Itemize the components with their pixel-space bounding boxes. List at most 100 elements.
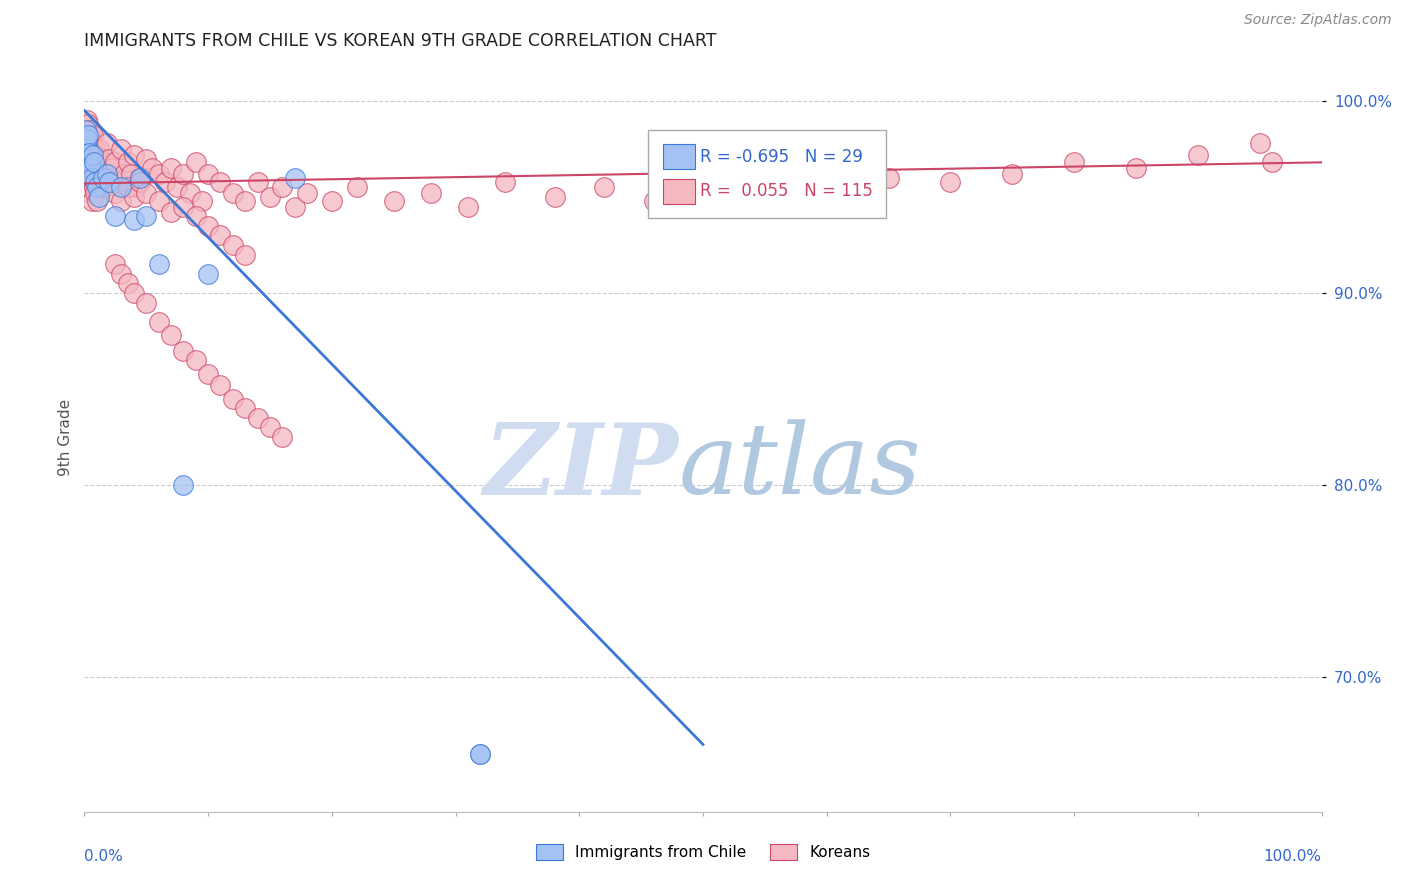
Point <box>191 194 214 208</box>
Point <box>1249 136 1271 150</box>
Point <box>77 175 100 189</box>
Point <box>84 142 107 156</box>
Point <box>76 132 98 146</box>
Point <box>1063 155 1085 169</box>
Point <box>125 180 148 194</box>
Point <box>122 147 145 161</box>
Point <box>79 161 101 175</box>
Point <box>75 122 97 136</box>
Text: Source: ZipAtlas.com: Source: ZipAtlas.com <box>1244 13 1392 28</box>
Point <box>179 186 201 200</box>
Point <box>419 186 441 200</box>
Point <box>79 142 101 156</box>
Point <box>82 147 104 161</box>
Point <box>197 219 219 233</box>
Point <box>246 410 269 425</box>
Point <box>82 128 104 143</box>
Point <box>166 180 188 194</box>
Point <box>110 142 132 156</box>
Point <box>76 132 98 146</box>
Point <box>246 175 269 189</box>
Point <box>98 152 121 166</box>
Point <box>209 228 232 243</box>
Point <box>543 190 565 204</box>
Point <box>233 194 256 208</box>
Point <box>117 155 139 169</box>
Point <box>110 194 132 208</box>
Point <box>117 180 139 194</box>
Point <box>129 170 152 185</box>
Point <box>76 113 98 128</box>
Legend: Immigrants from Chile, Koreans: Immigrants from Chile, Koreans <box>536 845 870 860</box>
Text: 100.0%: 100.0% <box>1264 849 1322 864</box>
Point <box>209 378 232 392</box>
Point <box>148 194 170 208</box>
Point <box>79 128 101 143</box>
Point <box>172 200 194 214</box>
Point <box>284 170 307 185</box>
Point <box>96 167 118 181</box>
Point <box>135 295 157 310</box>
Point <box>80 194 103 208</box>
Point <box>83 155 105 169</box>
Point <box>79 180 101 194</box>
Point <box>82 147 104 161</box>
Text: atlas: atlas <box>678 419 921 515</box>
Point <box>87 155 110 169</box>
Point <box>172 343 194 358</box>
Point <box>259 190 281 204</box>
Point <box>120 167 142 181</box>
Point <box>97 167 120 181</box>
Point <box>284 200 307 214</box>
Point <box>939 175 962 189</box>
Point <box>84 175 107 189</box>
Text: R = -0.695   N = 29: R = -0.695 N = 29 <box>700 148 863 166</box>
Point <box>877 170 900 185</box>
Point <box>89 190 111 204</box>
Point <box>141 161 163 175</box>
Point <box>197 267 219 281</box>
Point <box>129 170 152 185</box>
Point <box>153 175 176 189</box>
Point <box>222 238 245 252</box>
Point <box>76 142 98 156</box>
Point <box>86 161 108 175</box>
Point <box>233 401 256 416</box>
Text: R =  0.055   N = 115: R = 0.055 N = 115 <box>700 182 873 201</box>
Point <box>271 430 294 444</box>
Point <box>79 122 101 136</box>
Point <box>108 175 131 189</box>
Point <box>222 392 245 406</box>
Point <box>160 205 183 219</box>
Point <box>1187 147 1209 161</box>
Point <box>593 180 616 194</box>
Point <box>470 747 492 761</box>
Point <box>692 186 714 200</box>
Point <box>77 128 100 143</box>
Point <box>104 155 127 169</box>
Y-axis label: 9th Grade: 9th Grade <box>58 399 73 475</box>
Point <box>86 194 108 208</box>
Point <box>122 285 145 300</box>
Point <box>93 152 115 166</box>
Point <box>83 180 105 194</box>
Point <box>135 209 157 223</box>
Point <box>110 267 132 281</box>
Point <box>79 186 101 200</box>
Point <box>295 186 318 200</box>
Point <box>209 175 232 189</box>
Point <box>77 152 100 166</box>
Point <box>100 161 122 175</box>
Point <box>148 257 170 271</box>
Point <box>160 328 183 343</box>
Point <box>172 478 194 492</box>
Point <box>197 167 219 181</box>
Point <box>1261 155 1284 169</box>
Point <box>1001 167 1024 181</box>
Point <box>346 180 368 194</box>
Point <box>110 180 132 194</box>
Point <box>86 147 108 161</box>
Point <box>91 180 114 194</box>
Point <box>117 277 139 291</box>
Point <box>84 186 107 200</box>
